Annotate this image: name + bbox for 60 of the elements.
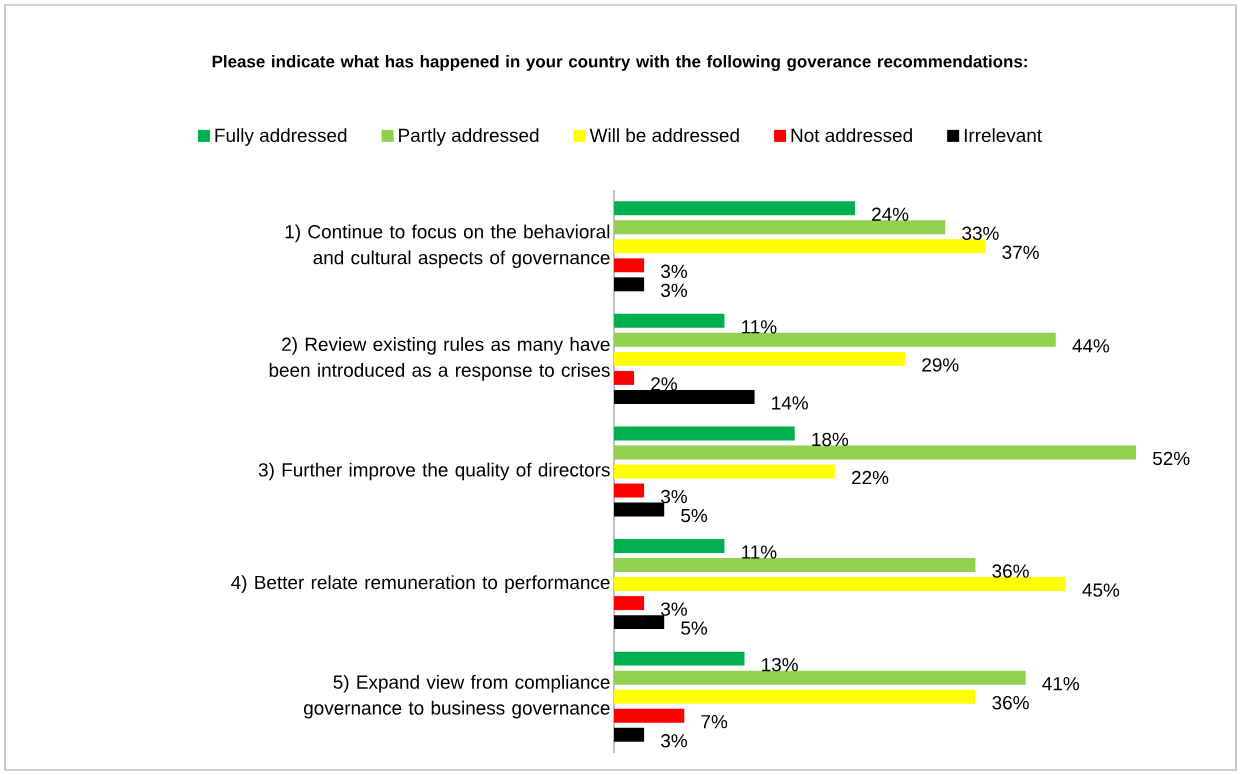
bar bbox=[614, 483, 645, 498]
bar bbox=[614, 389, 755, 404]
data-label: 3% bbox=[661, 489, 687, 504]
y-tick-label: 2) Review existing rules as many have been introduced as a response to crises bbox=[269, 337, 610, 381]
data-label: 7% bbox=[701, 715, 728, 729]
data-label: 3% bbox=[661, 602, 687, 616]
data-label: 3% bbox=[661, 734, 687, 748]
data-label: 36% bbox=[992, 695, 1029, 710]
bar bbox=[614, 689, 976, 704]
chart-title: Please indicate what has happened in your country with the following goverance recommendations: bbox=[212, 55, 1027, 71]
bar bbox=[614, 596, 645, 611]
data-label: 13% bbox=[762, 657, 798, 672]
bar bbox=[614, 577, 1066, 592]
data-label: 11% bbox=[742, 320, 777, 334]
bar bbox=[614, 651, 745, 666]
data-label: 3% bbox=[661, 283, 687, 298]
bar bbox=[614, 370, 635, 385]
data-label: 24% bbox=[872, 207, 909, 221]
legend-label: Will be addressed bbox=[589, 128, 739, 143]
data-label: 11% bbox=[742, 545, 777, 559]
bar bbox=[614, 708, 685, 723]
data-label: 33% bbox=[962, 226, 999, 240]
data-label: 29% bbox=[922, 358, 959, 372]
bar bbox=[614, 201, 855, 216]
y-tick-label: 3) Further improve the quality of directors bbox=[258, 462, 610, 481]
bar bbox=[614, 558, 976, 573]
bar bbox=[614, 670, 1026, 685]
bar bbox=[614, 615, 665, 630]
bar bbox=[614, 313, 725, 328]
data-label: 3% bbox=[661, 264, 687, 279]
bar bbox=[614, 332, 1056, 347]
legend-label: Irrelevant bbox=[964, 128, 1042, 143]
bar bbox=[614, 277, 645, 292]
data-label: 36% bbox=[992, 564, 1029, 578]
bar bbox=[614, 502, 665, 517]
bar bbox=[614, 258, 645, 273]
bar bbox=[614, 539, 725, 554]
bar bbox=[614, 464, 835, 479]
bar bbox=[614, 220, 946, 235]
data-label: 14% bbox=[772, 396, 808, 410]
data-label: 37% bbox=[1002, 245, 1039, 259]
data-label: 44% bbox=[1072, 339, 1110, 353]
bar bbox=[614, 727, 645, 742]
data-label: 52% bbox=[1152, 451, 1190, 466]
legend-label: Fully addressed bbox=[215, 128, 347, 146]
bar bbox=[614, 239, 986, 254]
y-tick-label: 4) Better relate remuneration to performance bbox=[231, 575, 610, 593]
data-label: 5% bbox=[681, 621, 708, 635]
bar bbox=[614, 426, 795, 441]
bar bbox=[614, 351, 906, 366]
legend-label: Partly addressed bbox=[399, 128, 539, 146]
y-tick-label: 5) Expand view from compliance governance to business governance bbox=[304, 674, 610, 719]
data-label: 45% bbox=[1082, 583, 1120, 597]
y-tick-label: 1) Continue to focus on the behavioral and cultural aspects of governance bbox=[285, 224, 610, 269]
legend-label: Not addressed bbox=[791, 128, 912, 143]
data-label: 41% bbox=[1042, 677, 1080, 691]
data-label: 5% bbox=[681, 508, 708, 523]
data-label: 18% bbox=[812, 432, 849, 447]
bar bbox=[614, 445, 1137, 460]
data-label: 22% bbox=[852, 470, 889, 485]
